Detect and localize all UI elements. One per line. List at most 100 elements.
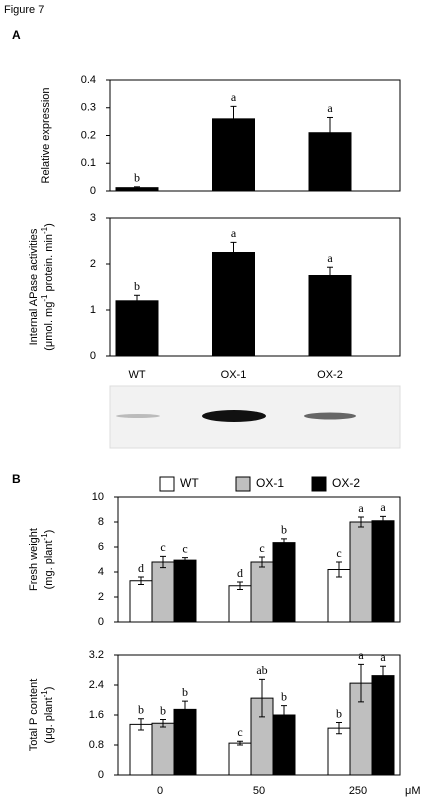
label-part: -1 <box>40 294 49 302</box>
y-axis-label: Fresh weight <box>28 528 40 591</box>
significance-letter: b <box>182 685 188 699</box>
bar <box>151 561 175 623</box>
y-tick-label: 0.2 <box>81 129 96 141</box>
label-part: Internal APase activities <box>28 228 40 345</box>
y-axis-label: (μg. plant-1) <box>40 687 55 744</box>
figure-label: Figure 7 <box>4 4 44 16</box>
bar <box>129 723 153 776</box>
x-tick-label: 50 <box>253 785 265 797</box>
y-tick-label: 3.2 <box>89 649 104 661</box>
x-tick-label: 250 <box>349 785 367 797</box>
y-tick-label: 1 <box>90 304 96 316</box>
bar <box>173 559 197 623</box>
y-tick-label: 8 <box>98 516 104 528</box>
significance-letter: b <box>134 171 140 185</box>
y-tick-label: 6 <box>98 541 104 553</box>
y-tick-label: 2 <box>98 591 104 603</box>
significance-letter: a <box>358 648 364 662</box>
significance-letter: a <box>358 501 364 515</box>
panel-label: A <box>12 28 21 42</box>
bar <box>327 727 351 776</box>
significance-letter: a <box>327 101 333 115</box>
y-tick-label: 2 <box>90 258 96 270</box>
significance-letter: ab <box>256 663 267 677</box>
significance-letter: b <box>138 703 144 717</box>
bar <box>173 708 197 776</box>
significance-letter: d <box>138 561 144 575</box>
bar <box>228 585 252 623</box>
label-part: Relative expression <box>40 88 52 184</box>
y-axis-label: (mg. plant-1) <box>40 530 55 590</box>
label-part: -1 <box>40 533 49 541</box>
label-part: (μmol. mg <box>43 302 55 351</box>
bar <box>371 520 395 623</box>
panel-label: B <box>12 472 21 486</box>
significance-letter: c <box>259 541 264 555</box>
legend-swatch <box>311 476 327 492</box>
bar <box>250 561 274 623</box>
label-part: (μg. plant <box>43 697 55 743</box>
y-tick-label: 0.8 <box>89 739 104 751</box>
significance-letter: b <box>281 689 287 703</box>
y-tick-label: 0 <box>90 185 96 197</box>
y-axis-label: Internal APase activities <box>28 228 40 345</box>
bar <box>115 300 159 357</box>
significance-letter: c <box>160 540 165 554</box>
y-tick-label: 0 <box>98 769 104 781</box>
y-axis-label: (μmol. mg-1 protein. min-1) <box>40 223 55 351</box>
significance-letter: c <box>336 546 341 560</box>
bar <box>151 722 175 776</box>
y-tick-label: 2.4 <box>89 679 104 691</box>
western-blot <box>109 385 401 449</box>
y-tick-label: 0.1 <box>81 157 96 169</box>
significance-letter: b <box>160 703 166 717</box>
bar <box>129 580 153 623</box>
significance-letter: b <box>281 523 287 537</box>
y-axis-label: Relative expression <box>40 88 52 184</box>
label-part: -1 <box>40 690 49 698</box>
bar <box>272 542 296 623</box>
label-part: Fresh weight <box>28 528 40 591</box>
bar <box>371 675 395 776</box>
x-unit: μM <box>405 785 421 797</box>
bar <box>308 275 352 357</box>
legend-swatch <box>235 476 251 492</box>
label-part: ) <box>43 223 55 227</box>
label-part: (mg. plant <box>43 540 55 589</box>
y-tick-label: 0.3 <box>81 102 96 114</box>
y-tick-label: 0 <box>98 616 104 628</box>
significance-letter: a <box>380 650 386 664</box>
y-tick-label: 1.6 <box>89 709 104 721</box>
bar <box>212 252 255 357</box>
significance-letter: d <box>237 566 243 580</box>
y-tick-label: 10 <box>92 491 104 503</box>
y-tick-label: 4 <box>98 566 104 578</box>
bar <box>228 742 252 776</box>
significance-letter: a <box>327 251 333 265</box>
y-tick-label: 3 <box>90 212 96 224</box>
legend-label: OX-1 <box>256 476 284 490</box>
legend-label: OX-2 <box>332 476 360 490</box>
x-tick-label: WT <box>128 369 145 381</box>
significance-letter: a <box>231 90 237 104</box>
label-part: protein. min <box>43 234 55 295</box>
x-tick-label: OX-2 <box>317 369 343 381</box>
bar <box>349 521 373 623</box>
y-axis-label: Total P content <box>28 679 40 752</box>
significance-letter: b <box>134 279 140 293</box>
y-tick-label: 0.4 <box>81 74 96 86</box>
significance-letter: c <box>237 725 242 739</box>
x-tick-label: 0 <box>157 785 163 797</box>
label-part: Total P content <box>28 679 40 752</box>
y-tick-label: 0 <box>90 350 96 362</box>
legend-swatch <box>159 476 175 492</box>
x-tick-label: OX-1 <box>221 369 247 381</box>
significance-letter: c <box>182 541 187 555</box>
label-part: ) <box>43 687 55 691</box>
label-part: ) <box>43 530 55 534</box>
significance-letter: a <box>380 500 386 514</box>
label-part: -1 <box>40 226 49 234</box>
significance-letter: b <box>336 706 342 720</box>
significance-letter: a <box>231 226 237 240</box>
